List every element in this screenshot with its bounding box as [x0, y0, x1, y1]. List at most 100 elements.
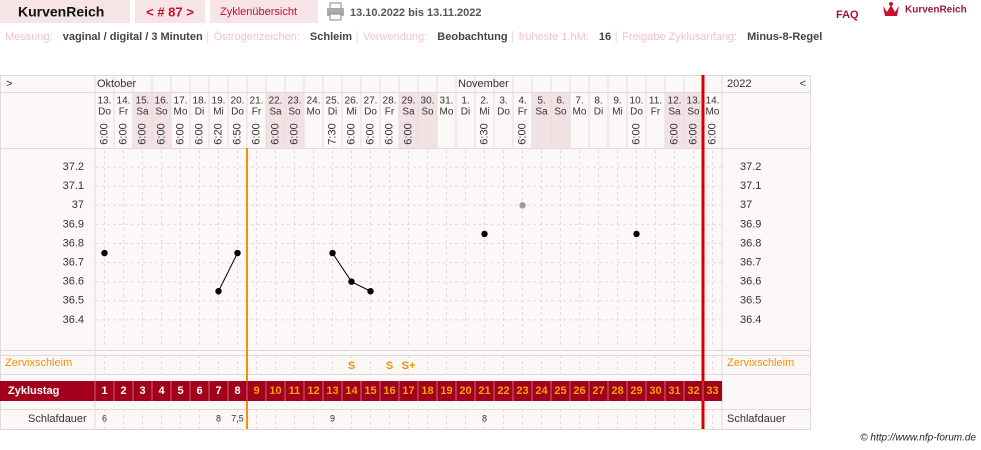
logo-text[interactable]: KurvenReich — [905, 5, 967, 16]
cycle-day: 7 — [215, 385, 221, 397]
logo-icon — [883, 2, 899, 16]
weekend-shade — [133, 93, 152, 148]
weekday: Do — [630, 107, 643, 118]
measure-time: 6:00 — [250, 123, 262, 144]
cycle-day: 15 — [364, 385, 376, 397]
cycle-day: 23 — [516, 385, 528, 397]
measure-time: 6:00 — [155, 123, 167, 144]
sleep-value: 9 — [330, 413, 335, 423]
day-date: 21. — [250, 96, 264, 107]
mucus-sign: S — [348, 360, 355, 372]
cycle-day: 29 — [630, 385, 642, 397]
weekday: Do — [231, 107, 244, 118]
weekday: Sa — [668, 107, 681, 118]
day-date: 17. — [174, 96, 188, 107]
weekday: Mi — [213, 107, 224, 118]
cycle-day: 27 — [592, 385, 604, 397]
measure-time: 6:00 — [516, 123, 528, 144]
sleep-value: 8 — [482, 413, 487, 423]
faq-link[interactable]: FAQ — [836, 9, 859, 21]
measure-time: 6:20 — [212, 123, 224, 144]
sleep-value: 6 — [102, 413, 107, 423]
cycle-day-label: Zyklustag — [8, 385, 59, 397]
info-label: früheste 1.hM: — [519, 31, 589, 43]
y-tick-label-right: 36.7 — [740, 257, 761, 269]
printer-icon[interactable] — [327, 2, 344, 21]
weekend-shade — [532, 93, 551, 148]
y-tick-label: 36.6 — [63, 276, 84, 288]
weekday: Mo — [174, 107, 188, 118]
weekend-shade — [418, 93, 437, 148]
weekday: So — [421, 107, 434, 118]
weekday: Mi — [346, 107, 357, 118]
nav-right[interactable]: < — [800, 78, 806, 90]
day-date: 5. — [537, 96, 545, 107]
cycle-day: 9 — [253, 385, 259, 397]
temp-point — [329, 249, 336, 257]
day-date: 20. — [231, 96, 245, 107]
weekday: Fr — [119, 107, 129, 118]
day-date: 14. — [117, 96, 131, 107]
weekday: Sa — [535, 107, 548, 118]
cycle-day: 2 — [120, 385, 126, 397]
app-name[interactable]: KurvenReich — [18, 4, 104, 20]
y-tick-label-right: 36.4 — [740, 314, 761, 326]
day-date: 13. — [687, 96, 701, 107]
nav-left[interactable]: > — [6, 78, 12, 90]
cycle-day: 6 — [196, 385, 202, 397]
y-tick-label: 36.5 — [63, 295, 84, 307]
measure-time: 6:30 — [478, 123, 490, 144]
day-date: 8. — [594, 96, 602, 107]
weekday: Fr — [385, 107, 395, 118]
weekday: Di — [328, 107, 337, 118]
month-label: November — [458, 78, 509, 90]
day-date: 14. — [706, 96, 720, 107]
day-date: 16. — [155, 96, 169, 107]
weekday: So — [288, 107, 301, 118]
weekday: Fr — [518, 107, 528, 118]
sleep-value: 7,5 — [231, 413, 244, 423]
info-row: Messung: vaginal / digital / 3 Minuten Öst… — [5, 31, 822, 43]
temp-point — [234, 249, 241, 257]
day-date: 23. — [288, 96, 302, 107]
day-date: 4. — [518, 96, 526, 107]
day-date: 9. — [613, 96, 621, 107]
cycle-day: 28 — [611, 385, 623, 397]
day-date: 3. — [499, 96, 507, 107]
cycle-nav[interactable]: < # 87 > — [146, 4, 194, 19]
weekday: Mi — [612, 107, 623, 118]
cycle-day: 31 — [668, 385, 680, 397]
weekend-shade — [266, 93, 285, 148]
measure-time: 6:00 — [706, 123, 718, 144]
mucus-sign: S — [386, 360, 393, 372]
cycle-day: 30 — [649, 385, 661, 397]
weekend-shade — [665, 93, 684, 148]
y-tick-label: 37 — [72, 199, 84, 211]
weekend-shade — [399, 93, 418, 148]
weekday: Mo — [307, 107, 321, 118]
day-date: 24. — [307, 96, 321, 107]
day-date: 31. — [440, 96, 454, 107]
measure-time: 6:00 — [136, 123, 148, 144]
y-tick-label: 37.1 — [63, 180, 84, 192]
day-date: 7. — [575, 96, 583, 107]
cycle-day: 32 — [687, 385, 699, 397]
weekday: Di — [195, 107, 204, 118]
y-tick-label-right: 37.1 — [740, 180, 761, 192]
cycle-day: 33 — [706, 385, 718, 397]
y-tick-label-right: 36.8 — [740, 237, 761, 249]
day-date: 27. — [364, 96, 378, 107]
y-tick-label: 36.9 — [63, 218, 84, 230]
measure-time: 6:00 — [288, 123, 300, 144]
day-date: 18. — [193, 96, 207, 107]
overview-link[interactable]: Zyklenübersicht — [220, 6, 297, 18]
day-date: 29. — [402, 96, 416, 107]
temp-point — [633, 230, 640, 238]
weekend-shade — [152, 93, 171, 148]
weekday: Do — [364, 107, 377, 118]
sleep-label-right: Schlafdauer — [727, 413, 786, 425]
cycle-day: 3 — [139, 385, 145, 397]
weekday: Do — [98, 107, 111, 118]
